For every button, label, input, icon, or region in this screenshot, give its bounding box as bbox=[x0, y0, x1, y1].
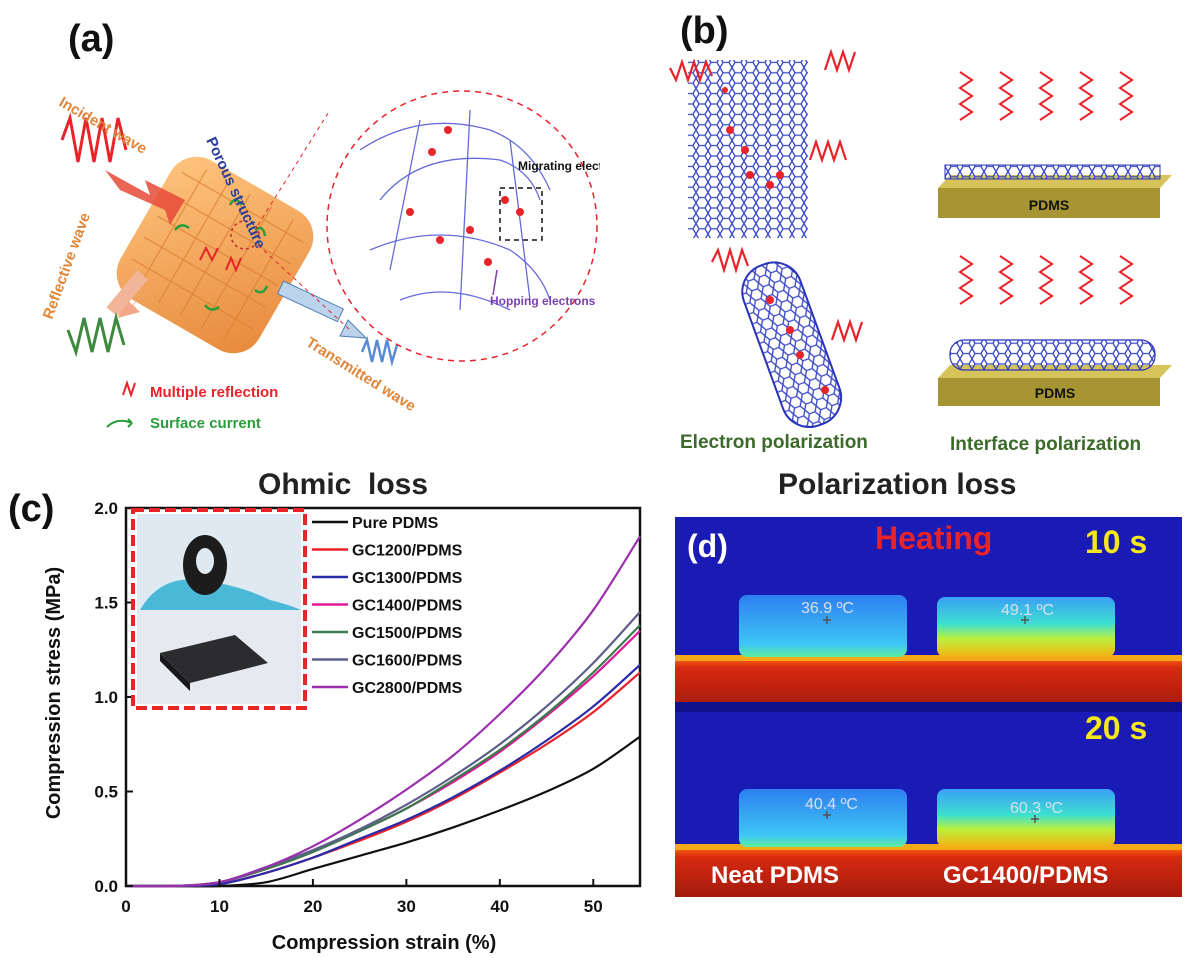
panel-b-figure: PDMS PDMS Electron polarization Interfac… bbox=[669, 48, 1172, 455]
incident-arrow bbox=[105, 170, 185, 225]
reflective-label: Reflective wave bbox=[40, 211, 94, 322]
pdms-label-bottom: PDMS bbox=[1035, 385, 1075, 401]
series-line-0 bbox=[126, 735, 641, 888]
x-tick-label: 30 bbox=[397, 897, 416, 916]
migrating-box bbox=[499, 187, 543, 241]
y-tick-label: 2.0 bbox=[94, 499, 118, 518]
x-tick-label: 10 bbox=[210, 897, 229, 916]
temp-neat-20s: 40.4 ºC bbox=[805, 796, 858, 813]
legend-entry: GC1400/PDMS bbox=[352, 598, 463, 615]
chart-y-label: Compression stress (MPa) bbox=[43, 567, 65, 819]
panel-b-label: (b) bbox=[680, 10, 729, 52]
gc1400-pdms-label: GC1400/PDMS bbox=[943, 862, 1108, 889]
temp-gc-20s: 60.3 ºC bbox=[1010, 800, 1063, 817]
legend-entry: Pure PDMS bbox=[352, 515, 439, 532]
electron-polarization-label: Electron polarization bbox=[680, 432, 868, 453]
legend-entry: GC2800/PDMS bbox=[352, 680, 463, 697]
x-tick-label: 50 bbox=[584, 897, 603, 916]
incident-wave bbox=[60, 112, 128, 163]
thermal-image: (d) Heating 10 s 20 s 36.9 ºC 49.1 ºC 40… bbox=[675, 517, 1182, 897]
multiple-reflection-label: Multiple reflection bbox=[150, 384, 278, 401]
transmitted-wave bbox=[360, 335, 399, 367]
legend-entry: GC1500/PDMS bbox=[352, 625, 463, 642]
series-line-2 bbox=[125, 664, 641, 888]
panel-d-label: (d) bbox=[687, 528, 728, 564]
hopping-label: Hopping electrons bbox=[490, 294, 596, 308]
neat-sample-top bbox=[739, 595, 907, 657]
legend-entry: GC1200/PDMS bbox=[352, 543, 463, 560]
stress-strain-chart: 0 10 20 30 40 50 0.0 0.5 1.0 1.5 2.0 Compression s… bbox=[43, 499, 642, 954]
ohmic-loss-title: Ohmic loss bbox=[258, 468, 429, 501]
multiple-reflection-icon bbox=[122, 379, 136, 399]
pdms-label-top: PDMS bbox=[1029, 197, 1069, 213]
panel-a-label: (a) bbox=[68, 18, 115, 60]
x-tick-label: 0 bbox=[121, 897, 130, 916]
gc-sample-top bbox=[937, 597, 1115, 657]
reflective-arrow bbox=[118, 275, 165, 318]
surface-current-label: Surface current bbox=[150, 415, 261, 432]
heating-label: Heating bbox=[875, 520, 992, 556]
chart-x-label: Compression strain (%) bbox=[272, 932, 496, 954]
sample-photo-inset bbox=[131, 508, 307, 710]
panel-c-label: (c) bbox=[8, 488, 55, 530]
legend-entry: GC1600/PDMS bbox=[352, 653, 463, 670]
time-10s: 10 s bbox=[1085, 524, 1147, 560]
y-tick-label: 1.5 bbox=[94, 594, 118, 613]
polarization-loss-title: Polarization loss bbox=[778, 468, 1017, 501]
transmitted-arrow bbox=[276, 280, 345, 323]
migrating-label: Migrating electrons bbox=[518, 159, 600, 173]
neat-sample-bottom bbox=[739, 789, 907, 847]
zoom-circle bbox=[326, 90, 598, 362]
carbon-nanotube bbox=[741, 261, 843, 428]
x-tick-label: 40 bbox=[490, 897, 509, 916]
graphene-network bbox=[359, 109, 551, 311]
neat-pdms-label: Neat PDMS bbox=[711, 862, 839, 889]
surface-current-icon bbox=[106, 418, 133, 428]
y-tick-label: 0.0 bbox=[94, 877, 118, 896]
legend-entry: GC1300/PDMS bbox=[352, 570, 463, 587]
y-tick-label: 1.0 bbox=[94, 688, 118, 707]
gc-sample-bottom bbox=[937, 789, 1115, 847]
interface-polarization-label: Interface polarization bbox=[950, 434, 1141, 455]
temp-gc-10s: 49.1 ºC bbox=[1001, 602, 1054, 619]
reflective-wave bbox=[66, 312, 126, 358]
x-tick-label: 20 bbox=[303, 897, 322, 916]
temp-neat-10s: 36.9 ºC bbox=[801, 600, 854, 617]
y-tick-label: 0.5 bbox=[94, 783, 118, 802]
time-20s: 20 s bbox=[1085, 710, 1147, 746]
panel-a-figure: Incident wave Reflective wave Transmitte… bbox=[40, 90, 600, 432]
